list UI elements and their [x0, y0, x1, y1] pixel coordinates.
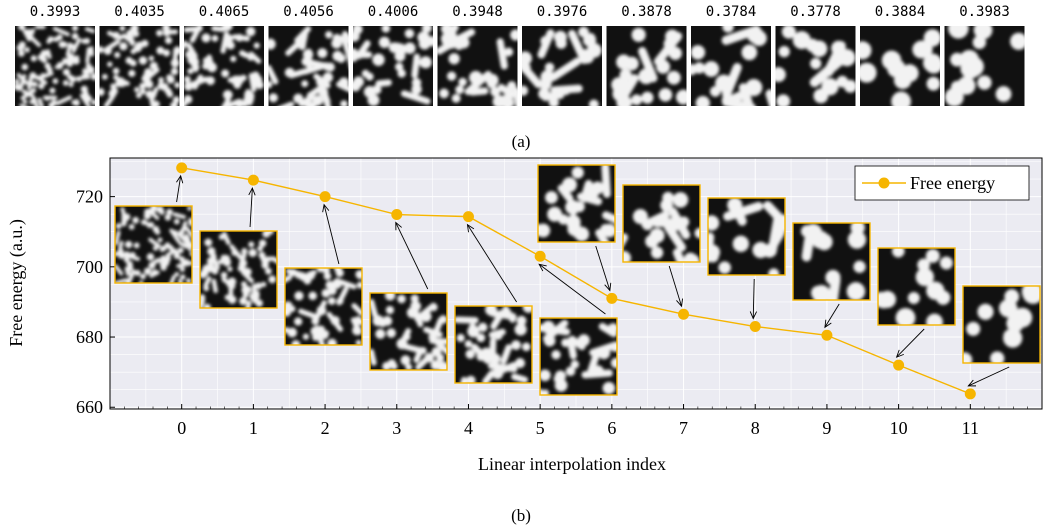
x-tick-label: 8 [751, 418, 760, 438]
strip-image [99, 26, 180, 106]
strip-image [860, 26, 940, 106]
strip-value: 0.3976 [537, 4, 588, 20]
y-tick-label: 700 [76, 257, 103, 277]
y-tick-label: 660 [76, 397, 103, 417]
data-point [534, 250, 546, 262]
inset-image [454, 305, 533, 384]
x-tick-label: 9 [822, 418, 831, 438]
data-point [893, 359, 905, 371]
strip-value: 0.3983 [959, 4, 1010, 20]
strip-value: 0.3948 [452, 4, 503, 20]
series-line [181, 167, 971, 395]
caption-a: (a) [512, 132, 531, 151]
strip-image [268, 26, 349, 106]
inset-image [707, 197, 786, 276]
inset-arrow [668, 265, 683, 308]
strip-values: 0.3993 0.4035 0.4065 0.4056 0.4006 0.3948 0.39… [30, 4, 1010, 20]
strip-image [606, 26, 687, 106]
strip-value: 0.4006 [368, 4, 419, 20]
inset-image [962, 285, 1041, 364]
inset-image [622, 184, 701, 263]
data-point [319, 191, 331, 203]
data-point [821, 329, 833, 341]
data-point [176, 162, 188, 174]
strip-image [184, 26, 264, 106]
strip-image [353, 26, 433, 106]
x-tick-label: 0 [177, 418, 186, 438]
x-tick-label: 2 [321, 418, 330, 438]
inset-arrow [824, 303, 840, 329]
x-tick-label: 4 [464, 418, 473, 438]
inset-image [369, 292, 448, 371]
x-tick-label: 6 [607, 418, 616, 438]
strip-value: 0.3778 [790, 4, 841, 20]
strip-value: 0.3784 [706, 4, 757, 20]
data-point [678, 308, 690, 320]
inset-arrow [749, 278, 758, 320]
strip-images [15, 26, 1025, 106]
data-point [247, 174, 259, 186]
inset-arrow [176, 174, 184, 203]
data-point [462, 211, 474, 223]
legend-label: Free energy [910, 173, 995, 193]
x-tick-label: 10 [890, 418, 908, 438]
y-axis-label: Free energy (a.u.) [6, 219, 27, 347]
x-tick-label: 3 [392, 418, 401, 438]
strip-image [691, 26, 771, 106]
legend: Free energy [854, 165, 1030, 201]
inset-image [114, 205, 193, 284]
strip-value: 0.3878 [621, 4, 672, 20]
inset-arrow [967, 366, 1010, 387]
x-tick-label: 5 [536, 418, 545, 438]
axis-ticks: 0 1 2 3 4 5 6 7 8 9 10 11 660 680 700 720 [76, 187, 1043, 438]
x-tick-label: 11 [962, 418, 979, 438]
inset-arrow [322, 203, 340, 265]
data-point [391, 209, 403, 221]
strip-value: 0.4065 [199, 4, 250, 20]
strip-value: 0.3993 [30, 4, 81, 20]
inset-image [199, 230, 278, 309]
x-tick-label: 7 [679, 418, 688, 438]
inset-arrow [538, 263, 606, 315]
legend-marker [878, 177, 890, 189]
inset-arrow [595, 245, 612, 292]
strip-value: 0.4035 [114, 4, 165, 20]
inset-image [539, 317, 618, 396]
inset-arrow [895, 328, 925, 358]
y-tick-label: 720 [76, 187, 103, 207]
strip-image [437, 26, 518, 106]
caption-b: (b) [511, 506, 531, 525]
strip-image [522, 26, 602, 106]
inset-arrow [248, 187, 256, 228]
inset-image [877, 247, 956, 326]
inset-arrow [395, 221, 429, 290]
strip-value: 0.3884 [875, 4, 926, 20]
y-tick-label: 680 [76, 327, 103, 347]
series-free-energy [176, 162, 976, 400]
x-tick-label: 1 [249, 418, 258, 438]
strip-image [15, 26, 95, 106]
inset-images [114, 164, 1041, 396]
inset-arrow [466, 223, 517, 303]
inset-image [537, 164, 616, 243]
inset-image [284, 267, 363, 346]
x-axis-label: Linear interpolation index [478, 454, 666, 474]
inset-image [792, 222, 871, 301]
data-point [964, 388, 976, 400]
strip-value: 0.4056 [283, 4, 334, 20]
strip-image [775, 26, 856, 106]
strip-image [944, 26, 1025, 106]
plot-frame [109, 157, 1043, 410]
data-point [749, 321, 761, 333]
data-point [606, 292, 618, 304]
